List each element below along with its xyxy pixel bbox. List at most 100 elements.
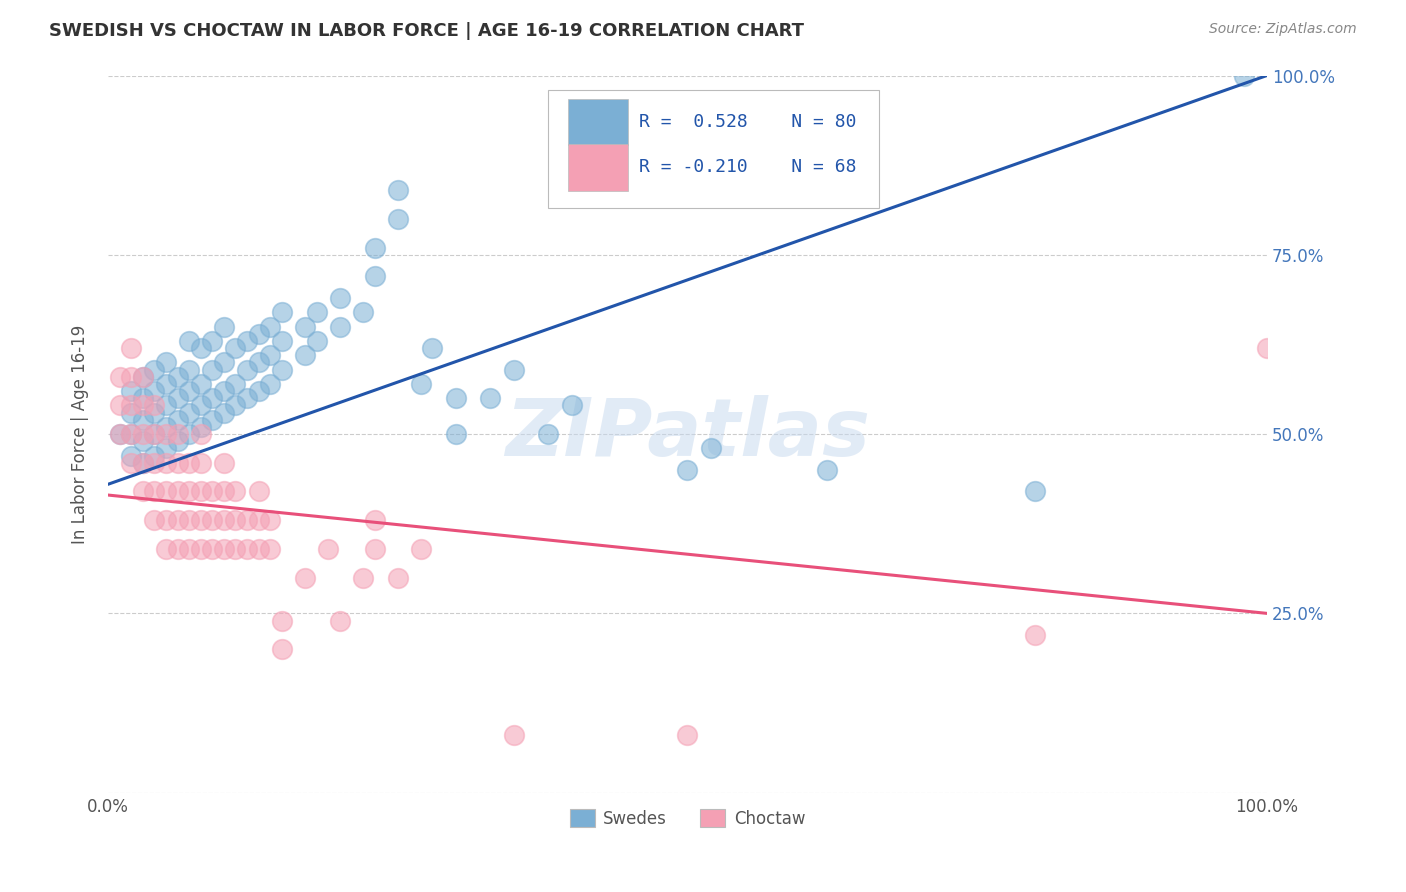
Point [179,541,201,556]
Point [120,369,142,384]
Point [143,449,166,463]
Point [143,384,166,398]
Point [316,541,339,556]
Text: ZIPatlas: ZIPatlas [505,395,870,473]
Point [132,484,155,499]
Point [166,484,188,499]
Point [212,484,235,499]
Point [155,398,177,412]
Point [422,341,444,355]
Point [212,541,235,556]
Point [247,326,270,341]
Point [224,341,246,355]
Point [305,334,328,348]
Point [155,420,177,434]
Point [108,398,131,412]
Point [363,541,385,556]
FancyBboxPatch shape [568,144,628,191]
Point [179,362,201,376]
Point [201,391,224,405]
Point [179,384,201,398]
Point [294,348,316,362]
Point [155,541,177,556]
Point [247,541,270,556]
Text: R = -0.210    N = 68: R = -0.210 N = 68 [638,158,856,177]
Point [190,398,212,412]
Point [166,456,188,470]
Point [212,456,235,470]
Point [201,513,224,527]
Point [224,484,246,499]
Point [179,334,201,348]
Point [155,442,177,456]
Point [179,513,201,527]
Point [155,456,177,470]
Point [479,391,502,405]
Text: Source: ZipAtlas.com: Source: ZipAtlas.com [1209,22,1357,37]
Point [179,427,201,442]
Point [224,513,246,527]
Point [224,398,246,412]
Point [120,341,142,355]
Point [1024,484,1046,499]
Point [179,484,201,499]
Point [1024,628,1046,642]
Point [132,434,155,449]
Point [815,463,838,477]
Point [190,513,212,527]
Point [166,369,188,384]
Point [387,183,409,197]
Point [143,456,166,470]
Text: R =  0.528    N = 80: R = 0.528 N = 80 [638,113,856,131]
Point [155,355,177,369]
Point [699,442,721,456]
Point [259,513,281,527]
Point [201,484,224,499]
Point [166,427,188,442]
FancyBboxPatch shape [568,99,628,145]
Point [166,513,188,527]
Point [132,369,155,384]
Point [259,319,281,334]
Point [190,341,212,355]
Point [236,391,259,405]
Point [212,319,235,334]
Point [270,642,292,657]
Point [179,456,201,470]
Point [305,305,328,319]
Point [236,334,259,348]
Point [190,541,212,556]
Point [502,728,524,742]
Point [247,355,270,369]
Point [247,484,270,499]
FancyBboxPatch shape [548,90,879,208]
Point [363,241,385,255]
Point [120,449,142,463]
Point [502,362,524,376]
Point [294,319,316,334]
Point [143,398,166,412]
Point [247,384,270,398]
Point [676,728,699,742]
Point [352,305,374,319]
Point [108,427,131,442]
Point [236,362,259,376]
Point [212,513,235,527]
Point [143,513,166,527]
Point [212,355,235,369]
Point [352,570,374,584]
Point [270,614,292,628]
Point [132,456,155,470]
Point [120,384,142,398]
Point [676,463,699,477]
Point [132,369,155,384]
Point [259,348,281,362]
Point [1233,69,1256,83]
Point [190,456,212,470]
Point [329,614,352,628]
Point [143,406,166,420]
Point [120,406,142,420]
Point [143,427,166,442]
Point [201,362,224,376]
Point [387,570,409,584]
